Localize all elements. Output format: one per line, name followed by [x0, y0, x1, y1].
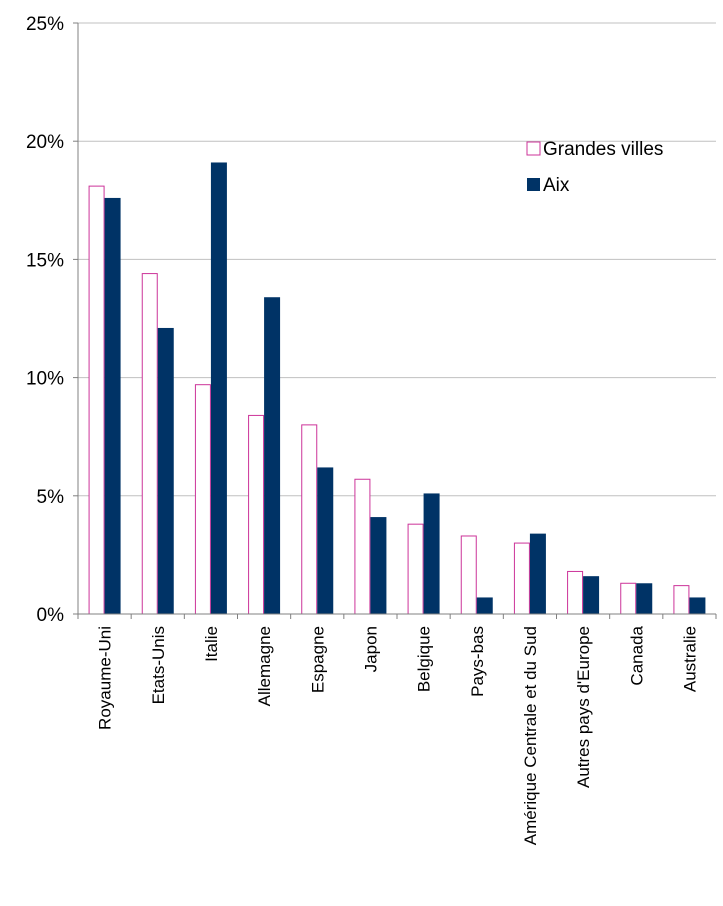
bar-grandes-villes [248, 414, 265, 615]
legend-swatch-grandes-villes [526, 141, 541, 156]
x-tick-label: Pays-bas [468, 626, 487, 697]
y-tick-label: 25% [26, 14, 64, 35]
bar-grandes-villes [567, 570, 584, 615]
bar-aix [583, 576, 600, 614]
x-tick-label: Australie [680, 626, 699, 692]
bar-aix [423, 493, 440, 614]
legend-label-grandes-villes: Grandes villes [543, 139, 663, 160]
bar-aix [317, 467, 334, 614]
x-axis-labels: Royaume-Uni Etats-Unis Italie Allemagne Espa… [96, 625, 700, 845]
bar-grandes-villes [194, 384, 211, 615]
bar-aix [529, 533, 546, 614]
bar-grandes-villes [141, 273, 158, 615]
legend-label-aix: Aix [543, 175, 570, 196]
bar-grandes-villes [301, 424, 318, 615]
x-tick-label: Espagne [308, 626, 327, 693]
x-tick-label: Etats-Unis [149, 626, 168, 704]
x-tick-label: Belgique [415, 626, 434, 692]
bar-aix [370, 517, 387, 614]
legend-swatch-aix [527, 178, 540, 191]
bar-grandes-villes [513, 542, 530, 615]
legend: Grandes villes Aix [526, 139, 663, 196]
bar-aix [264, 297, 281, 614]
y-tick-label: 5% [37, 487, 65, 508]
y-tick-label: 10% [26, 369, 64, 390]
x-tick-label: Royaume-Uni [96, 626, 115, 730]
bars [88, 162, 706, 615]
bar-grandes-villes [407, 523, 424, 615]
x-tick-label: Japon [361, 626, 380, 672]
bar-grandes-villes [88, 185, 105, 615]
y-tick-label: 20% [26, 132, 64, 153]
y-axis-ticks: 0% 5% 10% 15% 20% 25% [26, 14, 78, 626]
bar-aix [689, 597, 706, 614]
bar-aix [210, 162, 227, 614]
bar-aix [157, 327, 174, 614]
y-tick-label: 0% [37, 605, 65, 626]
bar-grandes-villes [673, 585, 690, 615]
x-tick-label: Autres pays d'Europe [574, 626, 593, 788]
x-tick-label: Italie [202, 626, 221, 662]
bar-aix [104, 197, 121, 614]
gridlines [78, 22, 716, 497]
y-tick-label: 15% [26, 250, 64, 271]
bar-grandes-villes [354, 478, 371, 615]
bar-grandes-villes [460, 535, 477, 615]
bar-grandes-villes [620, 582, 637, 615]
axes [77, 23, 717, 619]
x-tick-label: Amérique Centrale et du Sud [521, 626, 540, 845]
x-tick-label: Canada [627, 625, 646, 685]
bar-aix [476, 597, 493, 614]
bar-aix [636, 583, 653, 614]
x-tick-label: Allemagne [255, 626, 274, 706]
